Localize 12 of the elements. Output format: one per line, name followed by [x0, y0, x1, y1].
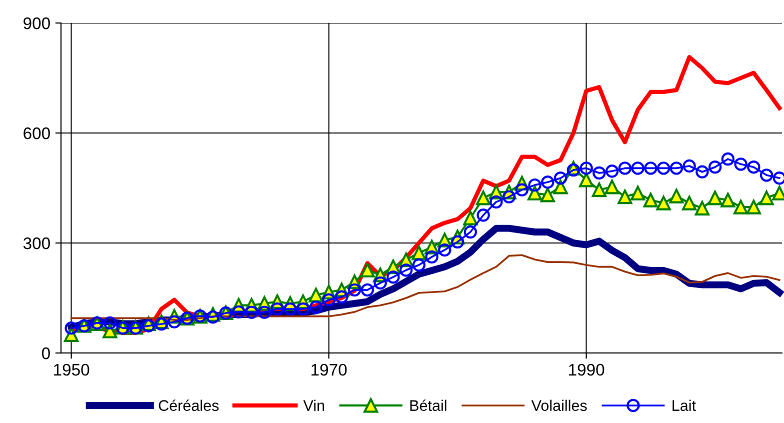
y-tick-label: 0 — [42, 347, 50, 360]
legend-label: Vin — [303, 400, 324, 411]
y-tick-label: 900 — [24, 17, 50, 30]
legend-label: Lait — [672, 400, 696, 411]
legend-label: Bétail — [410, 400, 446, 411]
x-tick-label: 1970 — [312, 364, 347, 376]
x-tick-label: 1990 — [569, 364, 604, 376]
legend-label: Céréales — [158, 400, 219, 411]
x-tick-label: 1950 — [54, 364, 90, 376]
legend-label: Volailles — [531, 400, 587, 411]
y-tick-label: 600 — [24, 127, 50, 140]
y-tick-label: 300 — [23, 237, 50, 250]
